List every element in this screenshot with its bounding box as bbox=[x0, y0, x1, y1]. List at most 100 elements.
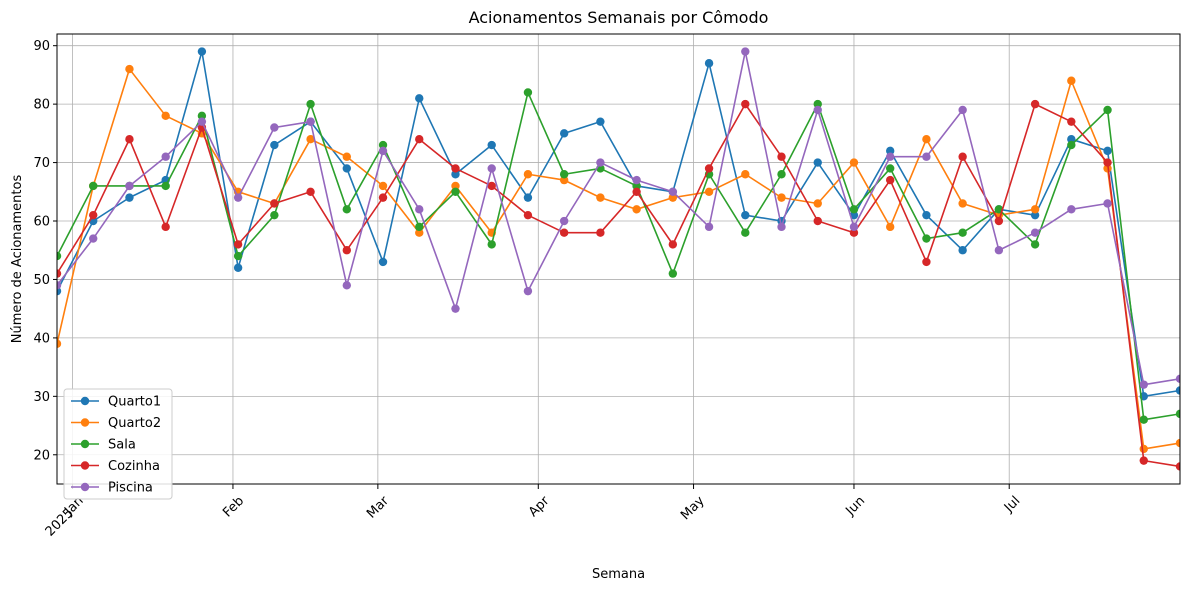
data-point bbox=[994, 205, 1004, 214]
data-point bbox=[922, 134, 931, 144]
data-point bbox=[632, 175, 641, 185]
data-point bbox=[1103, 105, 1112, 115]
y-tick-label: 90 bbox=[33, 39, 50, 54]
data-point bbox=[57, 269, 62, 278]
data-point bbox=[415, 222, 424, 232]
data-point bbox=[922, 210, 931, 220]
data-point bbox=[1139, 415, 1148, 424]
data-point bbox=[378, 140, 388, 150]
data-point bbox=[922, 152, 931, 161]
data-point bbox=[306, 134, 315, 144]
data-point bbox=[57, 339, 62, 348]
data-point bbox=[596, 117, 605, 126]
data-point bbox=[270, 123, 279, 132]
y-tick-label: 70 bbox=[33, 156, 50, 171]
data-point bbox=[958, 228, 967, 237]
data-point bbox=[306, 187, 315, 196]
data-point bbox=[415, 134, 424, 144]
data-point bbox=[741, 99, 750, 109]
data-point bbox=[704, 222, 714, 232]
data-point bbox=[994, 216, 1004, 226]
data-point bbox=[958, 105, 967, 115]
data-point bbox=[596, 158, 605, 167]
data-point bbox=[813, 105, 822, 115]
data-point bbox=[1139, 456, 1148, 465]
series-quarto2 bbox=[57, 64, 1180, 454]
data-point bbox=[922, 234, 931, 243]
legend-label: Piscina bbox=[108, 481, 153, 496]
y-tick-label: 50 bbox=[33, 273, 50, 288]
data-point bbox=[125, 193, 134, 202]
data-point bbox=[89, 234, 98, 243]
data-point bbox=[813, 158, 822, 167]
data-point bbox=[161, 222, 170, 232]
data-point bbox=[777, 170, 786, 179]
data-point bbox=[1030, 99, 1040, 109]
data-point bbox=[849, 228, 859, 237]
x-axis-title: Semana bbox=[592, 567, 645, 582]
data-point bbox=[849, 210, 859, 220]
data-point bbox=[559, 175, 569, 185]
legend-item-quarto1: Quarto1 bbox=[71, 395, 161, 410]
series-cozinha bbox=[57, 99, 1180, 471]
data-point bbox=[668, 187, 678, 196]
data-point bbox=[342, 246, 352, 255]
x-tick-label: Feb bbox=[220, 494, 247, 521]
legend-item-sala: Sala bbox=[71, 438, 136, 453]
data-point bbox=[1030, 205, 1040, 214]
data-point bbox=[885, 222, 895, 232]
data-point bbox=[813, 199, 822, 208]
x-tick-label: Mar bbox=[364, 493, 392, 521]
data-point bbox=[1067, 76, 1076, 85]
data-point bbox=[632, 181, 641, 191]
data-point bbox=[487, 164, 496, 173]
series-layer bbox=[57, 47, 1180, 471]
data-point bbox=[849, 205, 859, 214]
data-point bbox=[559, 129, 569, 138]
data-point bbox=[57, 281, 62, 290]
data-point bbox=[57, 251, 62, 261]
data-point bbox=[958, 152, 967, 161]
legend-swatch-marker bbox=[80, 439, 90, 449]
data-point bbox=[125, 181, 134, 191]
data-point bbox=[1067, 117, 1076, 126]
data-point bbox=[741, 228, 750, 237]
data-point bbox=[378, 181, 388, 191]
x-tick-label: Jul bbox=[1001, 494, 1023, 516]
data-point bbox=[342, 164, 352, 173]
legend-swatch-marker bbox=[80, 482, 90, 492]
data-point bbox=[885, 146, 895, 156]
data-point bbox=[1175, 438, 1180, 448]
data-point bbox=[559, 228, 569, 237]
data-point bbox=[885, 152, 895, 161]
data-point bbox=[704, 164, 714, 173]
data-point bbox=[415, 228, 424, 237]
data-point bbox=[161, 181, 170, 191]
legend-label: Cozinha bbox=[108, 459, 160, 474]
data-point bbox=[487, 240, 496, 249]
data-point bbox=[161, 111, 170, 121]
legend-swatch-marker bbox=[80, 461, 90, 470]
data-point bbox=[632, 205, 641, 214]
data-point bbox=[559, 170, 569, 179]
x-tick-label: May bbox=[678, 493, 708, 523]
data-point bbox=[1067, 205, 1076, 214]
data-point bbox=[451, 304, 460, 313]
legend-item-quarto2: Quarto2 bbox=[71, 416, 161, 431]
data-point bbox=[523, 210, 533, 220]
data-point bbox=[378, 257, 388, 267]
data-point bbox=[1103, 158, 1112, 167]
data-point bbox=[668, 193, 678, 202]
data-point bbox=[342, 281, 352, 290]
data-point bbox=[958, 199, 967, 208]
series-line bbox=[57, 50, 1180, 386]
data-point bbox=[523, 88, 533, 97]
data-point bbox=[197, 117, 207, 126]
legend-label: Quarto1 bbox=[108, 395, 161, 410]
y-axis: 20 30 40 50 60 70 80 90 bbox=[33, 39, 57, 463]
data-point bbox=[523, 193, 533, 202]
data-point bbox=[89, 181, 98, 191]
legend-label: Quarto2 bbox=[108, 416, 161, 431]
legend-item-cozinha: Cozinha bbox=[71, 459, 160, 474]
